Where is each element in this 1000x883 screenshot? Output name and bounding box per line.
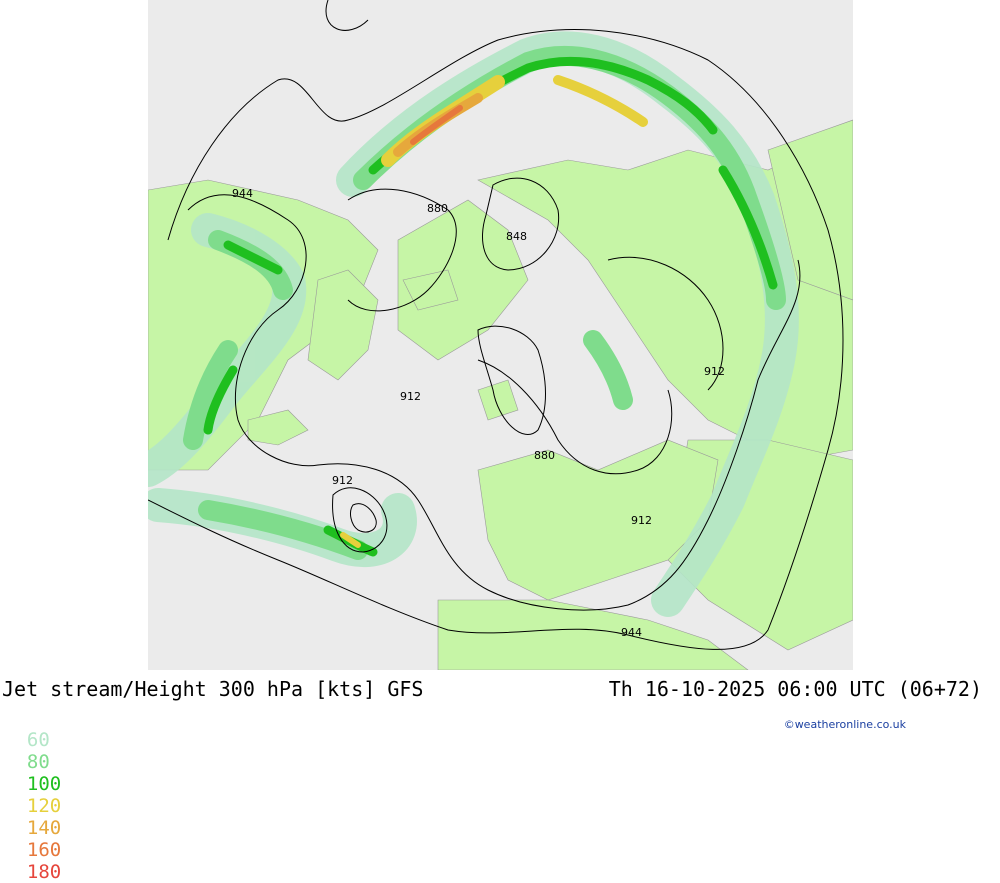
jet-core-south (198, 500, 368, 560)
jet-stream-map: 944 880 848 912 880 912 912 912 944 (148, 0, 853, 670)
land-iceland (247, 409, 309, 446)
chart-title: Jet stream/Height 300 hPa [kts] GFS (2, 677, 424, 701)
contour-912-low (332, 487, 388, 553)
contour-label-912-low: 912 (332, 474, 353, 487)
legend-item: 140 (26, 817, 62, 839)
jet-layer (148, 31, 799, 617)
credit-link[interactable]: ©weatheronline.co.uk (783, 718, 906, 731)
contour-label-912-east: 912 (704, 365, 725, 378)
contour-912-outer (187, 194, 801, 611)
contour-880 (347, 188, 673, 475)
contour-label-880-south: 880 (534, 449, 555, 462)
contour-label-944-north: 944 (232, 187, 253, 200)
jet-max-120-east (553, 75, 648, 127)
valid-time: Th 16-10-2025 06:00 UTC (06+72) (608, 677, 982, 701)
land-east-asia (767, 119, 853, 301)
contour-880-inner (477, 325, 546, 435)
contour-label-912-se: 912 (631, 514, 652, 527)
contour-layer (148, 0, 844, 650)
contour-944-outer (148, 29, 844, 650)
legend-item: 160 (26, 839, 62, 861)
contour-912-eastloop (607, 256, 724, 391)
contour-label-layer: 944 880 848 912 880 912 912 912 944 (232, 187, 725, 639)
contour-label-944-south: 944 (621, 626, 642, 639)
legend-item: 100 (26, 773, 62, 795)
jet-core-east (583, 330, 633, 410)
jet-core-100-east (718, 165, 778, 290)
jet-core-100-atlantic (203, 365, 238, 435)
contour-label-880-north: 880 (427, 202, 448, 215)
jet-max-120-south (340, 532, 361, 548)
jet-core-100-west (223, 240, 283, 275)
land-greenland-west (307, 269, 379, 381)
contour-944-north (325, 0, 369, 31)
contour-848 (482, 177, 560, 271)
legend-item: 60 (26, 729, 50, 751)
land-africa (437, 599, 749, 670)
contour-label-912-center: 912 (400, 390, 421, 403)
legend-item: 120 (26, 795, 62, 817)
jet-max-160 (410, 105, 463, 145)
legend-item: 80 (26, 751, 50, 773)
legend-item: 180 (26, 861, 62, 883)
contour-label-848: 848 (506, 230, 527, 243)
speed-legend: 60 80 100 120 140 160 180 (4, 707, 65, 883)
land-arctic-islands (402, 269, 519, 421)
contour-912-low-inner (350, 503, 377, 533)
land-greenland (397, 199, 529, 361)
